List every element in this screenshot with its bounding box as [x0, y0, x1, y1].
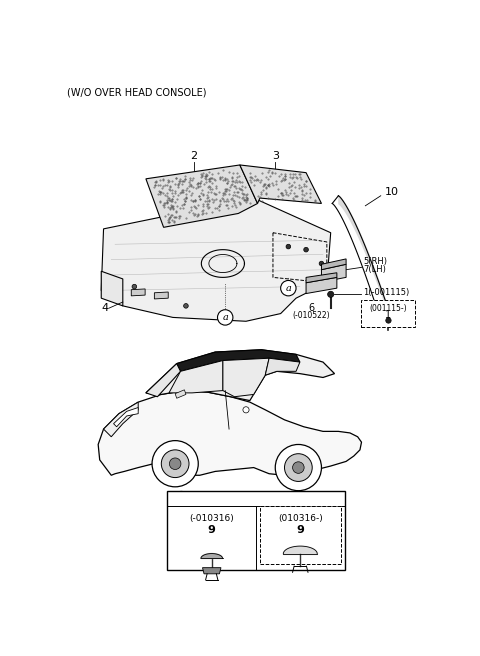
Polygon shape: [101, 271, 123, 306]
Circle shape: [285, 454, 312, 482]
Polygon shape: [306, 277, 337, 293]
Polygon shape: [146, 350, 335, 401]
Text: 7(LH): 7(LH): [363, 265, 386, 274]
Text: (010316-): (010316-): [278, 514, 323, 523]
Circle shape: [152, 441, 198, 487]
Polygon shape: [240, 165, 322, 203]
Text: 1: 1: [385, 310, 392, 321]
Polygon shape: [201, 554, 223, 558]
Polygon shape: [203, 567, 221, 574]
Circle shape: [304, 247, 308, 252]
Polygon shape: [306, 273, 337, 283]
Circle shape: [319, 261, 324, 266]
Circle shape: [132, 284, 137, 289]
Polygon shape: [114, 407, 138, 427]
Circle shape: [169, 458, 181, 470]
Polygon shape: [146, 363, 180, 397]
Text: (001115-): (001115-): [370, 304, 407, 314]
Polygon shape: [265, 358, 300, 375]
Circle shape: [293, 462, 304, 474]
Text: (-010522): (-010522): [293, 312, 330, 320]
Text: a: a: [222, 313, 228, 322]
Text: 9: 9: [208, 525, 216, 535]
Text: a: a: [286, 283, 291, 293]
Text: 5(RH): 5(RH): [363, 256, 387, 266]
Circle shape: [243, 407, 249, 413]
Circle shape: [217, 310, 233, 325]
Text: 4: 4: [101, 303, 108, 313]
Polygon shape: [283, 552, 317, 554]
Polygon shape: [101, 198, 331, 321]
Polygon shape: [155, 292, 168, 299]
Polygon shape: [177, 350, 300, 371]
Circle shape: [174, 491, 188, 505]
Polygon shape: [322, 259, 346, 270]
Circle shape: [281, 281, 296, 296]
Text: 2: 2: [190, 151, 197, 161]
Text: 1(-001115): 1(-001115): [363, 288, 409, 297]
Text: a: a: [179, 494, 184, 503]
Circle shape: [184, 304, 188, 308]
Text: 3: 3: [272, 151, 279, 161]
Polygon shape: [322, 264, 346, 282]
Text: 10: 10: [385, 187, 399, 197]
Circle shape: [386, 318, 391, 323]
Text: 9: 9: [296, 525, 304, 535]
Circle shape: [275, 445, 322, 491]
Polygon shape: [131, 289, 145, 296]
Polygon shape: [283, 546, 317, 554]
Circle shape: [161, 450, 189, 478]
Polygon shape: [223, 358, 269, 397]
Polygon shape: [169, 361, 223, 393]
Polygon shape: [98, 390, 361, 475]
Circle shape: [286, 244, 291, 249]
Circle shape: [328, 291, 334, 297]
Polygon shape: [104, 402, 138, 437]
Polygon shape: [146, 165, 258, 228]
Text: (W/O OVER HEAD CONSOLE): (W/O OVER HEAD CONSOLE): [67, 88, 207, 98]
Text: (-010316): (-010316): [189, 514, 234, 523]
FancyBboxPatch shape: [260, 506, 341, 564]
Polygon shape: [175, 390, 186, 398]
FancyBboxPatch shape: [168, 491, 345, 570]
FancyBboxPatch shape: [361, 300, 415, 327]
Text: 6: 6: [308, 303, 314, 313]
